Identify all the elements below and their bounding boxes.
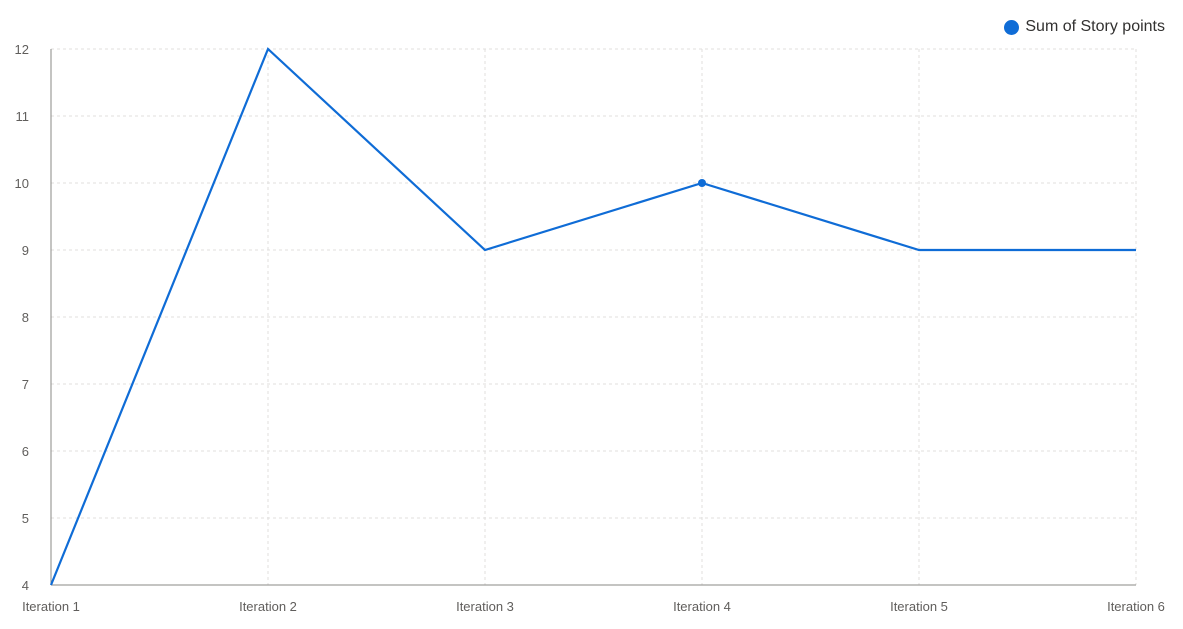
series-line — [49, 47, 1136, 586]
x-tick-label: Iteration 1 — [22, 599, 80, 614]
y-tick-label: 5 — [22, 511, 29, 526]
x-tick-label: Iteration 4 — [673, 599, 731, 614]
y-tick-label: 12 — [15, 42, 29, 57]
y-tick-label: 8 — [22, 310, 29, 325]
highlighted-data-point — [698, 179, 706, 187]
legend-swatch-icon — [1004, 19, 1020, 35]
y-tick-label: 11 — [16, 109, 30, 124]
x-tick-label: Iteration 2 — [239, 599, 297, 614]
y-tick-label: 6 — [22, 444, 29, 459]
chart-legend[interactable]: Sum of Story points — [1004, 18, 1165, 36]
x-tick-label: Iteration 3 — [456, 599, 514, 614]
x-tick-label: Iteration 5 — [890, 599, 948, 614]
y-tick-label: 10 — [15, 176, 29, 191]
legend-label: Sum of Story points — [1025, 18, 1165, 35]
x-tick-label: Iteration 6 — [1107, 599, 1165, 614]
y-tick-label: 7 — [22, 377, 29, 392]
y-tick-label: 4 — [22, 578, 29, 593]
y-tick-label: 9 — [22, 243, 29, 258]
